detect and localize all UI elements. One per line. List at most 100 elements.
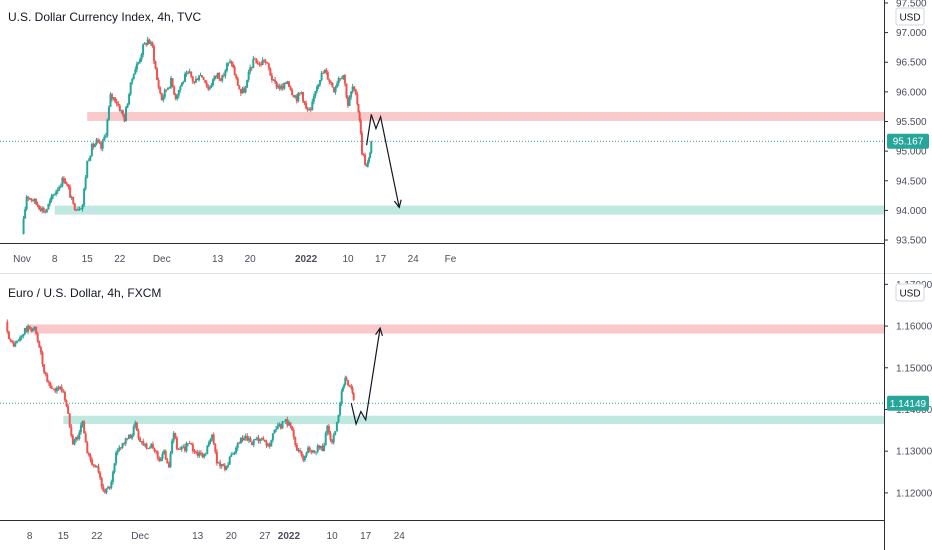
candle-body [339, 78, 342, 79]
candle-body [199, 452, 202, 455]
candle-body [235, 75, 238, 79]
candle-body [142, 441, 145, 446]
candle-body [353, 86, 356, 90]
candle-body [281, 421, 284, 429]
candle-body [95, 139, 98, 145]
candle-body [184, 74, 186, 82]
candle-body [167, 463, 170, 468]
candle-body [317, 84, 320, 87]
candle-body [97, 139, 100, 142]
candle-body [180, 82, 183, 87]
candle-body [109, 94, 112, 107]
candle-body [154, 61, 157, 69]
candle-body [260, 64, 263, 66]
dxy-chart-title: U.S. Dollar Currency Index, 4h, TVC [8, 10, 202, 24]
candle-body [319, 80, 322, 85]
dxy-price-axis[interactable]: 97.500 97.000 96.500 96.000 95.500 95.000 94.5… [884, 0, 927, 247]
candle-body [258, 63, 261, 65]
price-tick-label: 96.000 [896, 87, 927, 98]
time-tick-label: 2022 [278, 531, 301, 542]
candle-body [314, 90, 317, 97]
dxy-resistance-zone [87, 112, 884, 121]
candle-body [92, 144, 95, 148]
candle-body [27, 196, 30, 199]
candle-body [174, 94, 177, 99]
candle-body [104, 135, 107, 137]
candle-body [185, 443, 188, 451]
candle-body [106, 119, 109, 136]
time-tick-label: 20 [226, 531, 238, 542]
time-tick-label: 22 [91, 531, 103, 542]
candle-body [263, 60, 266, 61]
candle-body [196, 78, 199, 81]
candle-body [164, 450, 167, 460]
candle-body [280, 85, 283, 89]
dxy-panel[interactable]: U.S. Dollar Currency Index, 4h, TVC 97.5… [0, 0, 929, 265]
candle-body [316, 445, 319, 452]
candle-body [94, 465, 97, 467]
candle-body [262, 438, 265, 440]
candle-body [135, 63, 138, 70]
candle-body [343, 384, 346, 388]
candle-body [289, 86, 292, 90]
candle-body [283, 82, 286, 89]
candle-body [134, 422, 137, 427]
eurusd-currency-badge[interactable] [895, 283, 925, 302]
candle-body [81, 205, 84, 209]
candle-body [271, 433, 274, 441]
candle-body [269, 68, 272, 76]
candle-body [230, 61, 233, 65]
candle-body [139, 438, 142, 442]
candle-body [278, 423, 281, 426]
candle-body [218, 73, 221, 79]
candle-body [203, 453, 206, 458]
dxy-last-price-value: 95.167 [893, 137, 924, 148]
candle-body [359, 120, 362, 134]
candle-body [58, 186, 61, 190]
candle-body [149, 42, 152, 44]
candle-body [333, 87, 336, 93]
candle-body [369, 152, 372, 159]
candle-body [342, 75, 345, 79]
candle-body [30, 198, 33, 201]
candle-body [246, 79, 249, 88]
candle-body [208, 87, 211, 90]
candle-body [289, 422, 292, 427]
time-tick-label: 17 [360, 531, 372, 542]
candle-body [227, 464, 230, 467]
eurusd-panel[interactable]: Euro / U.S. Dollar, 4h, FXCM 1.170001.16… [0, 280, 932, 542]
candle-body [303, 101, 306, 103]
candle-body [221, 75, 224, 81]
candle-body [305, 102, 308, 109]
candle-body [233, 67, 236, 76]
eurusd-time-axis[interactable]: 8 15 22 Dec 13 20 27 2022 10 17 24 [27, 531, 405, 542]
candle-body [25, 327, 28, 332]
candle-body [345, 377, 348, 381]
candle-body [98, 141, 101, 144]
candle-body [341, 387, 344, 392]
candle-body [60, 386, 63, 392]
candle-body [236, 78, 239, 86]
dxy-time-axis[interactable]: Nov 8 15 22 Dec 13 20 2022 10 17 24 Fe [13, 254, 457, 265]
candle-body [143, 43, 146, 45]
eurusd-price-axis[interactable]: 1.170001.160001.150001.140001.130001.120… [884, 280, 932, 500]
candle-body [305, 452, 308, 456]
candle-body [45, 209, 48, 213]
candle-body [311, 450, 314, 453]
candle-body [360, 133, 363, 155]
candle-body [356, 93, 359, 105]
candle-body [281, 85, 284, 89]
candle-body [145, 443, 148, 449]
time-tick-label: 13 [192, 531, 204, 542]
candle-body [174, 433, 177, 438]
candle-body [50, 196, 53, 201]
candle-body [142, 44, 145, 55]
candle-body [25, 196, 28, 210]
candle-body [340, 78, 343, 80]
candle-body [176, 95, 179, 99]
candle-body [242, 88, 245, 93]
candle-body [366, 162, 369, 167]
dxy-currency-badge[interactable] [895, 7, 925, 26]
candle-body [147, 448, 150, 449]
